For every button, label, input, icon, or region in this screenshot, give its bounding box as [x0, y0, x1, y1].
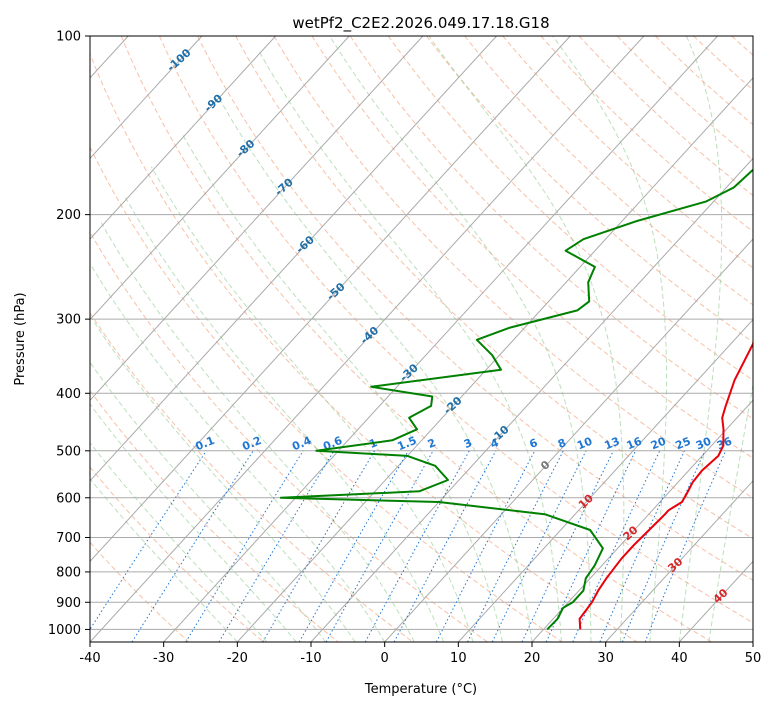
x-tick-label: 0: [381, 651, 389, 666]
x-tick-label: 10: [450, 651, 467, 666]
isotherm: [236, 77, 753, 642]
mixing-ratio-line: [325, 450, 434, 642]
mixing-ratio-label: 13: [603, 435, 622, 453]
mixing-ratio-label: 16: [625, 435, 644, 453]
mixing-ratio-label: 25: [674, 435, 693, 453]
isotherm: [384, 238, 753, 642]
dry-adiabat: [120, 36, 712, 642]
dry-adiabat: [273, 36, 753, 499]
dry-adiabat: [197, 36, 753, 581]
isotherm: [90, 36, 645, 642]
y-axis: 100 200 300 400 500 600 700 800 900 1000: [48, 30, 90, 638]
x-tick-label: 20: [524, 651, 541, 666]
x-tick-label: -20: [227, 651, 248, 666]
mixing-ratio-line: [467, 450, 564, 642]
mixing-ratio-line: [491, 450, 587, 642]
mixing-ratio-label: 10: [575, 435, 594, 453]
dry-adiabat: [90, 52, 638, 642]
moist-adiabat: [217, 95, 533, 642]
moist-adiabat: [124, 195, 445, 642]
x-tick-label: -30: [153, 651, 174, 666]
mixing-ratio-line: [364, 450, 470, 642]
temperature-line: [578, 340, 753, 630]
mixing-ratio-label: 36: [715, 435, 734, 453]
dry-adiabat: [616, 36, 753, 161]
mixing-ratio-line: [599, 450, 685, 642]
sounding-series: [279, 168, 753, 631]
y-tick-label: 700: [56, 531, 81, 546]
moist-adiabat: [90, 314, 356, 642]
background-lines: [90, 36, 753, 642]
moist-adiabat: [678, 36, 723, 642]
isotherm: [605, 480, 753, 642]
mixing-ratio-label: 20: [649, 435, 668, 453]
y-tick-label: 300: [56, 313, 81, 328]
isotherm: [90, 36, 571, 563]
moist-adiabat: [428, 36, 625, 642]
isotherm: [163, 36, 718, 642]
moist-adiabat: [552, 36, 667, 642]
x-axis-label: Temperature (°C): [364, 682, 477, 697]
dry-adiabat: [90, 466, 264, 642]
chart-title: wetPf2_C2E2.2026.049.17.18.G18: [292, 14, 549, 33]
isotherm: [90, 36, 424, 401]
y-tick-label: 100: [56, 30, 81, 45]
moist-adiabat: [329, 36, 592, 642]
plot-frame: [89, 35, 754, 643]
dry-adiabat: [387, 36, 753, 381]
isotherm: [90, 36, 203, 160]
moist-adiabat: [100, 222, 415, 642]
y-tick-label: 400: [56, 387, 81, 402]
isotherm: [531, 399, 753, 642]
isotherm: [457, 318, 753, 642]
isotherm: [90, 36, 350, 321]
y-tick-label: 1000: [48, 623, 81, 638]
y-tick-label: 800: [56, 565, 81, 580]
isotherm: [310, 157, 753, 642]
y-tick-label: 200: [56, 208, 81, 223]
mixing-ratio-line: [90, 450, 207, 631]
dry-adiabat: [578, 36, 753, 197]
mixing-ratio-line: [393, 450, 497, 642]
dewpoint-line: [279, 168, 753, 631]
x-axis: -40 -30 -20 -10 0 10 20 30 40 50: [79, 642, 761, 666]
moist-adiabat: [258, 50, 562, 642]
mixing-ratio-line: [644, 450, 727, 642]
dry-adiabat: [158, 36, 753, 624]
isotherm: [90, 36, 276, 240]
mixing-ratio-label: 3: [462, 436, 474, 451]
isotherm: [90, 36, 497, 482]
x-tick-label: -40: [79, 651, 100, 666]
x-tick-label: 40: [671, 651, 688, 666]
mixing-ratio-line: [218, 450, 335, 642]
y-tick-label: 600: [56, 491, 81, 506]
x-tick-label: 30: [597, 651, 614, 666]
dry-adiabat: [502, 36, 753, 269]
moist-adiabat: [90, 361, 327, 642]
y-tick-label: 500: [56, 444, 81, 459]
mixing-ratio-line: [131, 450, 254, 642]
x-tick-label: -10: [300, 651, 321, 666]
moist-adiabat: [90, 478, 238, 642]
x-tick-label: 50: [745, 651, 762, 666]
dry-adiabat: [426, 36, 753, 343]
mixing-ratio-label: 8: [556, 436, 568, 451]
dry-adiabat: [90, 389, 339, 642]
moist-adiabat: [90, 262, 386, 642]
mixing-ratio-label: 30: [694, 435, 713, 453]
moist-adiabat: [708, 381, 753, 642]
mixing-ratio-line: [185, 450, 304, 642]
y-axis-label: Pressure (hPa): [13, 292, 28, 385]
mixing-ratio-label: 2: [426, 436, 438, 451]
y-tick-label: 900: [56, 596, 81, 611]
